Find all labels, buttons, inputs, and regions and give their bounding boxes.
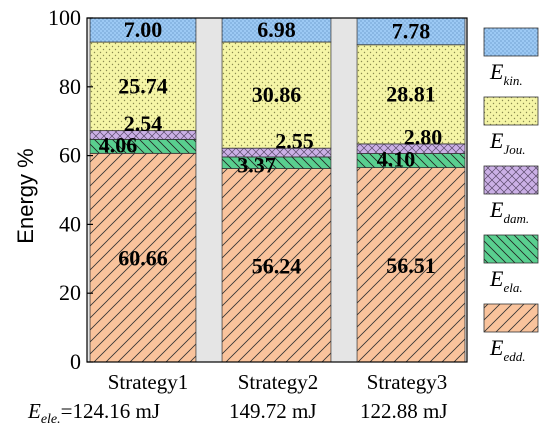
bar-segment-kin-strategy2: [221, 17, 332, 43]
axes-group: 0 20 40 60 80 100 Strategy1 Strategy2 Strategy3 E…: [27, 5, 468, 427]
legend-swatch-edd: [483, 303, 539, 333]
legend-label-jou: EJou.: [489, 128, 525, 157]
x-category-sublabel: 122.88 mJ: [360, 399, 448, 423]
data-label-edd: 56.24: [252, 253, 302, 278]
bar-segment-kin-strategy1: [89, 17, 197, 43]
data-label-dam: 2.55: [275, 129, 314, 154]
data-label-ela: 4.10: [377, 147, 416, 172]
legend-label-kin: Ekin.: [489, 59, 523, 88]
data-label-kin: 7.00: [124, 17, 163, 42]
bar-segment-jou-strategy1: [89, 41, 197, 132]
legend-label-dam: Edam.: [489, 197, 529, 226]
data-label-jou: 30.86: [252, 82, 302, 107]
legend-label-edd: Eedd.: [489, 335, 525, 364]
data-label-jou: 25.74: [118, 73, 168, 98]
plot-frame: [86, 17, 468, 363]
y-axis-title: Energy %: [13, 148, 38, 243]
legend-swatch-dam: [483, 165, 539, 195]
data-label-edd: 56.51: [386, 253, 436, 278]
legend-swatch-kin: [483, 27, 539, 57]
y-tick-label: 100: [48, 5, 81, 30]
bar-segment-edd-strategy3: [356, 167, 466, 363]
legend: Ekin. EJou. Edam. Eela. Eedd.: [483, 27, 539, 364]
data-label-ela: 3.37: [237, 153, 276, 178]
y-tick-label: 80: [59, 74, 81, 99]
data-label-kin: 6.98: [257, 17, 296, 42]
data-label-edd: 60.66: [118, 246, 168, 271]
data-label-dam: 2.80: [404, 125, 443, 150]
data-label-dam: 2.54: [124, 111, 163, 136]
bar-segment-kin-strategy3: [356, 17, 466, 46]
x-category-label: Strategy1: [108, 370, 188, 394]
y-tick-label: 60: [59, 143, 81, 168]
legend-label-ela: Eela.: [489, 266, 523, 295]
legend-swatch-jou: [483, 96, 539, 126]
x-category-sublabel: 149.72 mJ: [229, 399, 317, 423]
data-label-jou: 28.81: [386, 81, 436, 106]
bar-segment-edd-strategy2: [221, 168, 332, 363]
bar-segment-jou-strategy3: [356, 44, 466, 145]
data-label-ela: 4.06: [99, 132, 138, 157]
y-tick-label: 20: [59, 280, 81, 305]
y-tick-label: 40: [59, 211, 81, 236]
legend-swatch-ela: [483, 234, 539, 264]
y-tick-label: 0: [70, 349, 81, 374]
bar-segment-jou-strategy2: [221, 41, 332, 149]
x-category-sublabel: Eele.=124.16 mJ: [27, 399, 160, 427]
bars-group: 60.66 4.062.54 25.74 7.00 56.24 3.372.55 30.86…: [89, 17, 466, 363]
x-category-label: Strategy3: [367, 370, 447, 394]
data-label-kin: 7.78: [392, 18, 431, 43]
bar-segment-edd-strategy1: [89, 152, 197, 363]
x-category-label: Strategy2: [238, 370, 318, 394]
